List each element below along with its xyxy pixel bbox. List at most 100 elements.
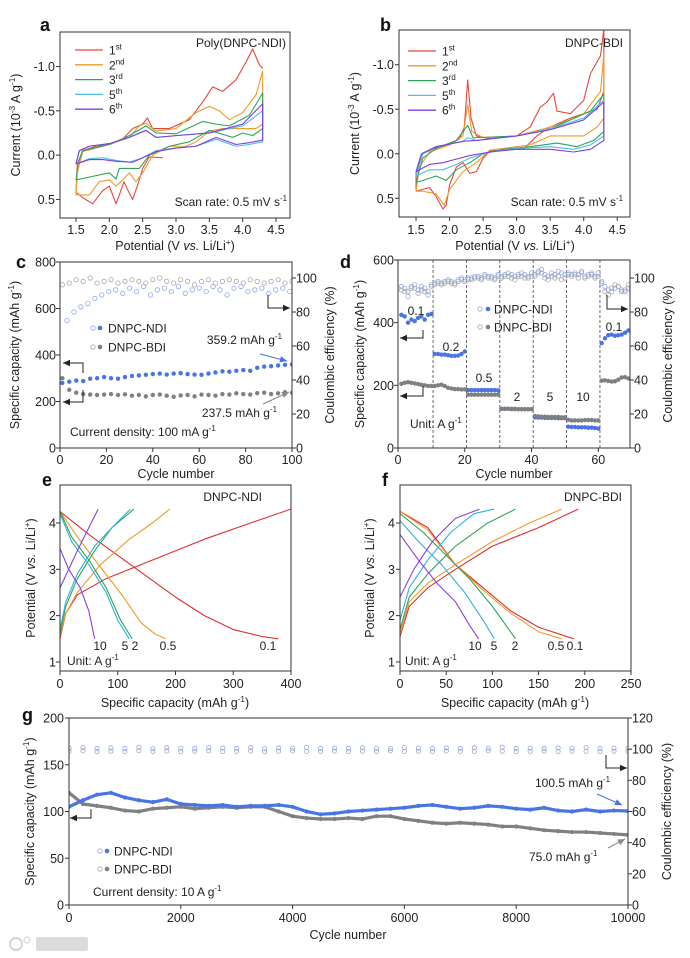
capacity-point [399,312,404,318]
capacity-point [129,373,135,379]
capacity-point [108,805,114,810]
y-tick-label: 50 [50,852,64,866]
ce-point [205,277,212,283]
x-tick-label: 200 [574,677,595,691]
capacity-point [602,336,608,341]
capacity-point [419,382,424,387]
ce-point [275,277,281,283]
x-tick-label: 3.5 [201,223,218,237]
capacity-point [275,391,281,396]
ce-point [532,273,538,279]
ce-point [528,273,535,279]
y-tick-label: 0.5 [38,193,55,207]
panel-letter: c [16,252,26,272]
capacity-point [220,369,225,374]
ce-point [210,283,216,290]
x-tick-label: 8000 [502,911,530,925]
ce-point [578,270,585,276]
series-line-f-8 [400,534,479,640]
x-axis-title: Cycle number [137,467,214,481]
legend-hollow-marker [90,325,96,331]
y-tick-label: 800 [35,256,56,270]
capacity-point [519,406,524,412]
capacity-point [472,821,477,826]
capacity-point [425,383,431,389]
ce-point [622,289,628,295]
capacity-point [206,371,211,376]
ce-point [318,746,324,752]
capacity-point [462,387,467,392]
ce-point [273,287,279,293]
ce-point [345,749,351,755]
ce-point [224,292,230,298]
ce-point [94,280,100,286]
plot-area [75,48,264,205]
capacity-point [602,378,608,383]
ce-point [513,749,519,755]
ce-point [203,288,209,295]
capacity-point [108,790,114,795]
capacity-point [422,383,427,388]
capacity-point [261,364,267,369]
ce-point [78,304,84,310]
ce-point [599,278,605,285]
capacity-point [412,381,417,386]
ce-point [108,277,114,283]
annotation-label: 0.1 [606,320,623,334]
y-tick-label: 2 [49,609,56,623]
ce-point [262,749,268,755]
capacity-point [556,808,561,813]
ce-point [259,285,265,291]
capacity-point [612,333,618,339]
arrowhead-icon [400,392,407,400]
capacity-point [626,328,630,333]
ce-point [247,277,253,283]
ce-point [611,745,617,751]
capacity-point [206,392,211,398]
series-line-b-0 [415,30,605,210]
capacity-point [439,352,444,357]
ce-point [522,275,528,281]
capacity-point [616,377,621,382]
x-axis-title: Cycle number [475,467,552,481]
ce-point [512,277,518,283]
capacity-point [559,415,564,420]
annotation-label: Unit: A g-1 [405,653,457,668]
ce-point [233,278,239,284]
arrowhead-icon [63,359,70,367]
legend-filled-marker [97,344,103,350]
capacity-point [101,392,107,397]
capacity-point [566,424,571,429]
capacity-point [171,371,176,376]
ce-point [457,748,463,754]
ce-point [597,749,603,755]
capacity-point [108,376,114,381]
capacity-point [192,372,197,377]
ce-point [625,745,628,751]
capacity-point [616,333,621,338]
ce-point [150,746,156,752]
ce-point [515,273,521,279]
ce-point [280,285,286,291]
capacity-point [492,387,498,393]
panel-letter: e [42,470,52,490]
series-line-b-2 [415,93,605,183]
panel-e: e 0 100 200 300 400 1 2 3 4 Specific capacity (mAh… [23,470,301,710]
ce-point [527,748,533,754]
capacity-point [622,330,628,335]
ce-point [99,292,105,298]
ce-point [465,277,471,283]
capacity-point [492,392,498,397]
annotation-label: 5 [122,639,129,653]
panel-f: f 0 50 100 150 200 250 1 2 3 4 Specific capacity (m… [362,470,641,710]
ce-point [290,745,296,751]
capacity-point [276,809,281,814]
series-line-f-6 [400,520,495,640]
ce-point [471,749,477,755]
y2-tick-label: 80 [634,306,648,320]
capacity-point [87,392,93,397]
panel-a: a 1.5 2.0 2.5 3.0 3.5 4.0 4.5 -1.0 -0.5 0.0 0.5 Pote… [8,15,291,253]
capacity-point [87,376,93,381]
ce-point [262,746,268,752]
capacity-point [332,811,337,816]
